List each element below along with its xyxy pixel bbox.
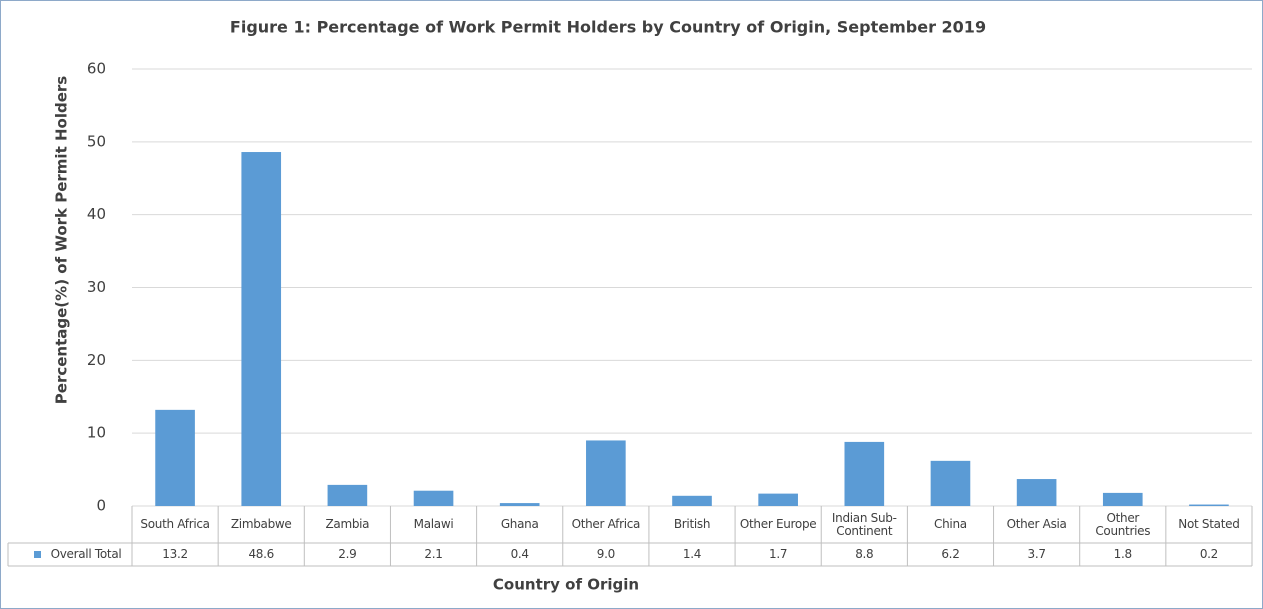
x-tick-label: Zimbabwe (230, 517, 292, 531)
bar (758, 493, 798, 506)
y-tick-label: 60 (87, 60, 106, 78)
x-tick-label: Zambia (325, 517, 370, 531)
data-table-value: 1.8 (1113, 547, 1132, 561)
y-tick-label: 10 (87, 424, 106, 442)
data-table-value: 6.2 (941, 547, 960, 561)
data-table-value: 48.6 (248, 547, 274, 561)
x-tick-label: Other Asia (1006, 517, 1067, 531)
y-axis-title: Percentage(%) of Work Permit Holders (53, 76, 71, 404)
x-tick-label: Other Africa (571, 517, 641, 531)
bar (672, 495, 712, 506)
x-tick-label: China (934, 517, 967, 531)
data-table-value: 8.8 (855, 547, 874, 561)
y-tick-label: 50 (87, 132, 106, 150)
data-table-value: 1.4 (682, 547, 702, 561)
data-table-value: 9.0 (596, 547, 615, 561)
data-table-value: 0.2 (1199, 547, 1218, 561)
legend-label: Overall Total (50, 547, 122, 561)
y-tick-label: 0 (96, 497, 106, 515)
chart-title: Figure 1: Percentage of Work Permit Hold… (230, 18, 986, 37)
x-tick-label: British (673, 517, 711, 531)
data-table-value: 0.4 (510, 547, 529, 561)
bar (155, 409, 195, 506)
bar (1102, 492, 1143, 506)
x-tick-label: Ghana (500, 517, 539, 531)
x-tick-label: Indian Sub-Continent (831, 510, 897, 538)
bar (413, 490, 454, 506)
y-tick-label: 30 (87, 278, 106, 296)
data-table-value: 2.1 (424, 547, 443, 561)
y-tick-label: 40 (87, 205, 106, 223)
x-tick-label: South Africa (140, 517, 210, 531)
bar (586, 440, 626, 506)
legend-swatch (34, 551, 41, 558)
data-table-value: 13.2 (162, 547, 188, 561)
bar (930, 460, 971, 506)
x-tick-label: Malawi (413, 517, 454, 531)
x-tick-label: Not Stated (1178, 517, 1240, 531)
x-axis-title: Country of Origin (493, 576, 639, 594)
bar (1016, 479, 1057, 506)
bar (241, 152, 282, 506)
bar (499, 503, 540, 506)
data-table-value: 2.9 (338, 547, 357, 561)
y-tick-label: 20 (87, 351, 106, 369)
data-table-value: 1.7 (769, 547, 788, 561)
bar (1189, 504, 1229, 506)
bar (844, 441, 885, 506)
x-tick-label: Other Europe (739, 517, 817, 531)
x-tick-label: Other Countries (1095, 510, 1151, 538)
bar (327, 484, 368, 506)
data-table-value: 3.7 (1027, 547, 1046, 561)
